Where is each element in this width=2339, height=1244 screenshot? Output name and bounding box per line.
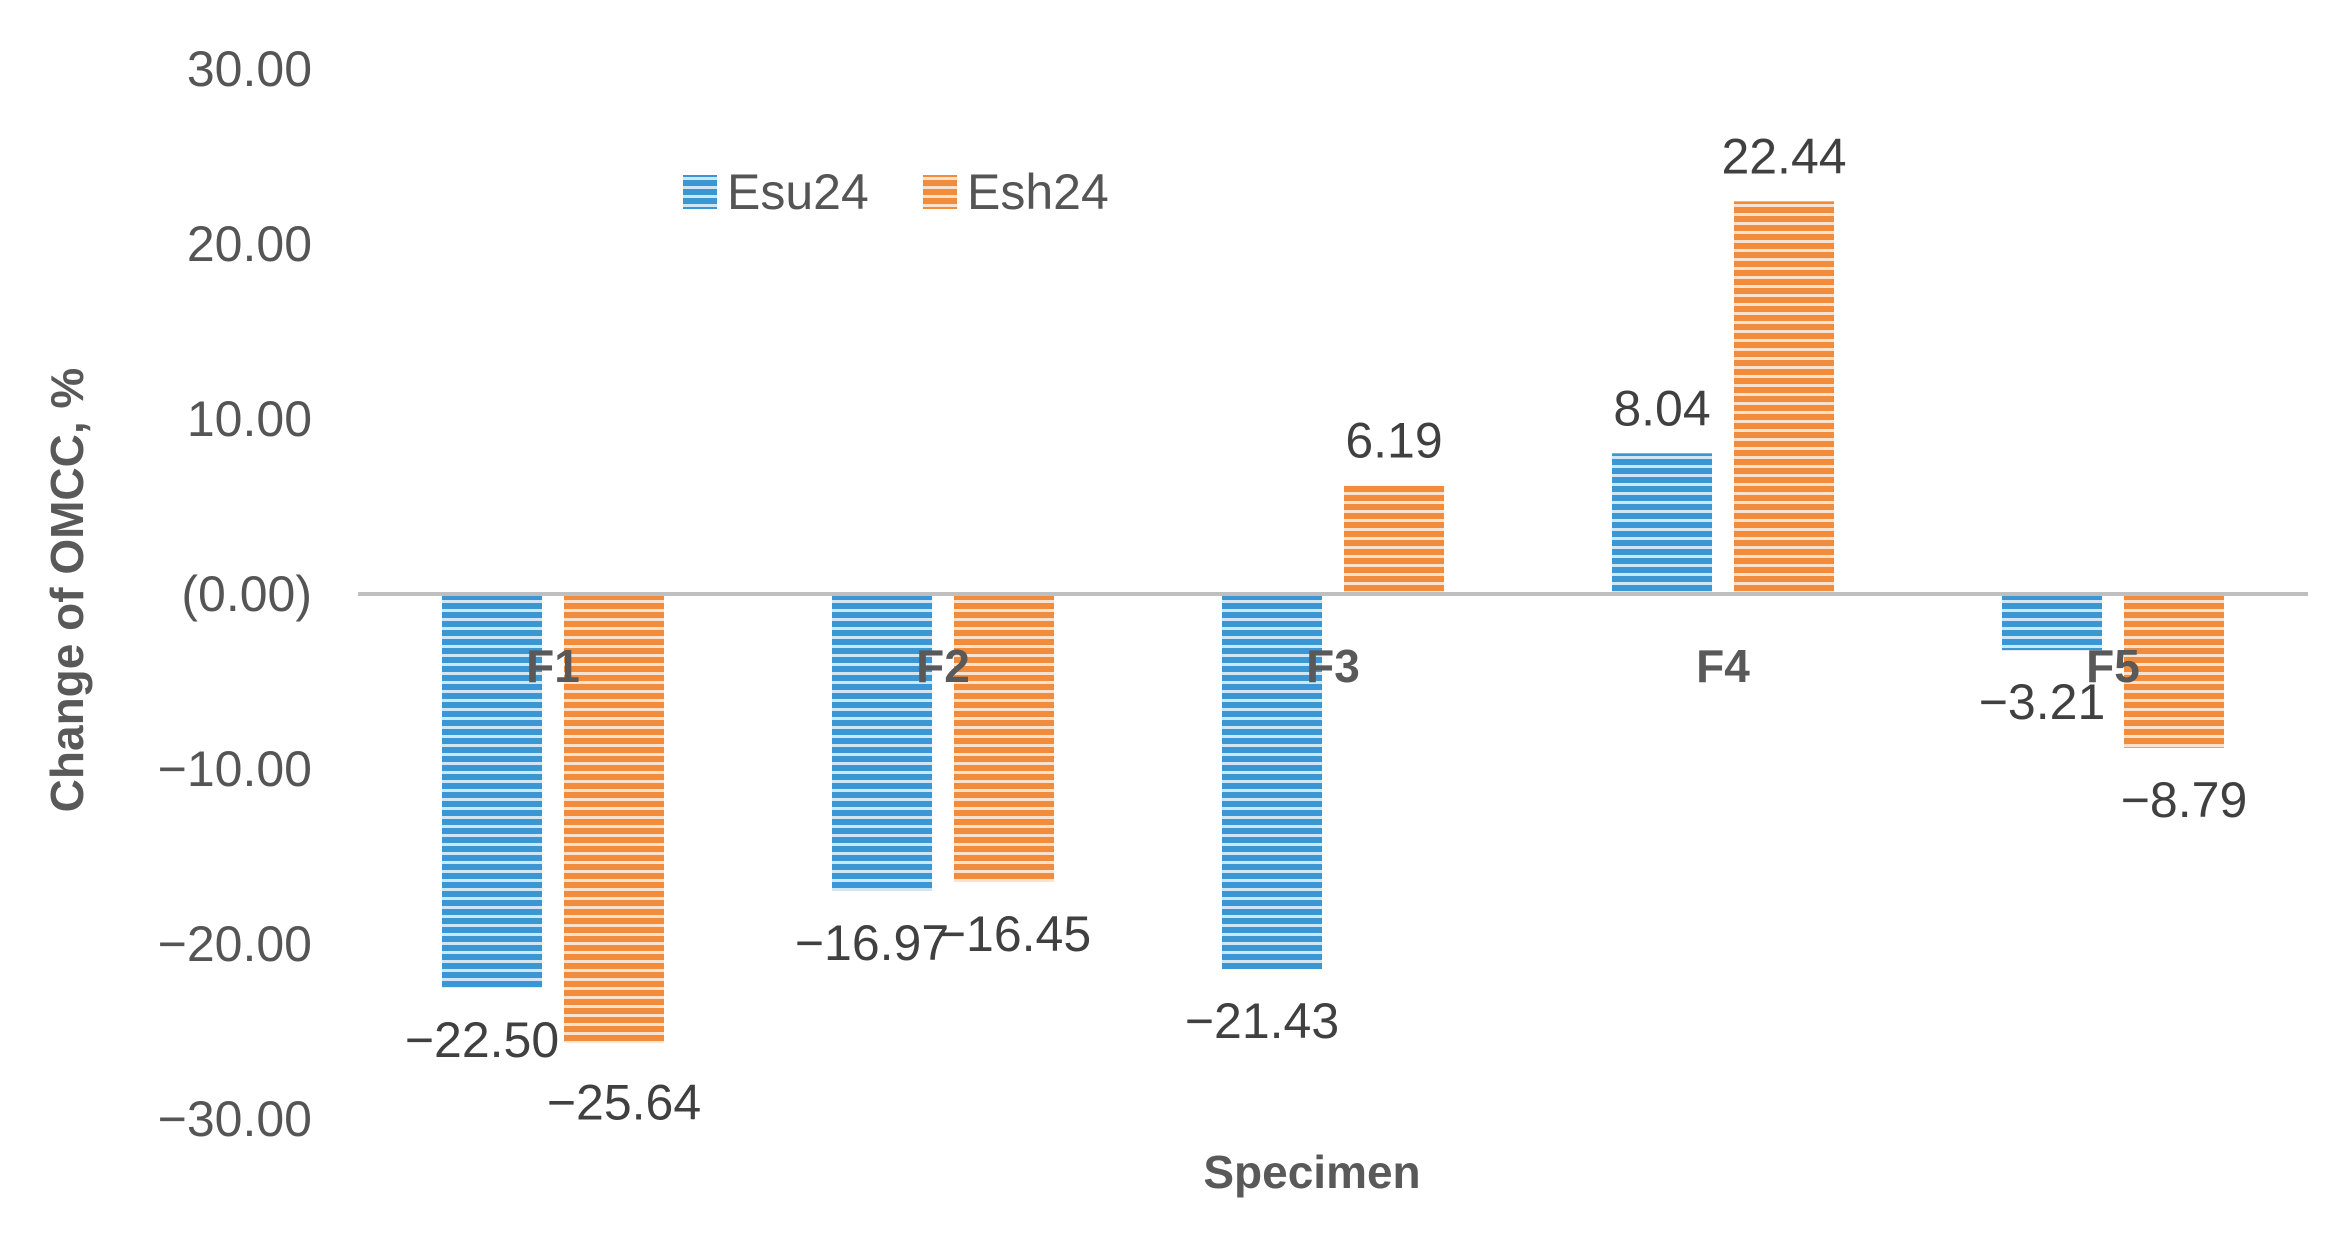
data-label-esh24-f5: −8.79 bbox=[2121, 772, 2248, 828]
category-labels: F1 F2 F3 F4 F5 bbox=[526, 640, 2140, 692]
y-tick-label: −30.00 bbox=[158, 1091, 312, 1147]
bar-esh24-f4 bbox=[1734, 201, 1834, 595]
y-tick-label: 20.00 bbox=[187, 216, 312, 272]
data-label-esu24-f1: −22.50 bbox=[405, 1012, 559, 1068]
bar-esu24-f2 bbox=[832, 594, 932, 891]
data-label-esh24-f4: 22.44 bbox=[1721, 128, 1846, 184]
data-label-esu24-f3: −21.43 bbox=[1185, 993, 1339, 1049]
legend-label-esh24: Esh24 bbox=[967, 164, 1109, 220]
category-label: F5 bbox=[2086, 640, 2140, 692]
category-label: F1 bbox=[526, 640, 580, 692]
y-axis-title: Change of OMCC, % bbox=[41, 368, 93, 813]
y-tick-label: −10.00 bbox=[158, 741, 312, 797]
category-label: F3 bbox=[1306, 640, 1360, 692]
legend-swatch-esu24 bbox=[683, 175, 717, 209]
bar-esh24-f5 bbox=[2124, 594, 2224, 748]
y-axis-ticks: 30.00 20.00 10.00 (0.00) −10.00 −20.00 −30.00 bbox=[158, 41, 312, 1147]
bar-esh24-f3 bbox=[1344, 485, 1444, 594]
data-label-esu24-f4: 8.04 bbox=[1613, 380, 1710, 436]
bar-esu24-f4 bbox=[1612, 453, 1712, 594]
data-label-esu24-f2: −16.97 bbox=[795, 915, 949, 971]
legend-swatch-esh24 bbox=[923, 175, 957, 209]
bar-esu24-f3 bbox=[1222, 594, 1322, 970]
bars bbox=[442, 201, 2224, 1043]
bar-esu24-f5 bbox=[2002, 594, 2102, 651]
bar-esh24-f1 bbox=[564, 594, 664, 1043]
data-label-esh24-f1: −25.64 bbox=[547, 1075, 701, 1131]
data-label-esh24-f3: 6.19 bbox=[1345, 413, 1442, 469]
data-labels: −22.50 −25.64 −16.97−16.45 −21.43 6.19 8.04 22… bbox=[405, 128, 2247, 1130]
legend-label-esu24: Esu24 bbox=[727, 164, 869, 220]
y-tick-label: 10.00 bbox=[187, 391, 312, 447]
category-label: F2 bbox=[916, 640, 970, 692]
bar-esh24-f2 bbox=[954, 594, 1054, 882]
x-axis-title: Specimen bbox=[1203, 1146, 1420, 1198]
category-label: F4 bbox=[1696, 640, 1750, 692]
y-tick-label: 30.00 bbox=[187, 41, 312, 97]
legend: Esu24 Esh24 bbox=[683, 164, 1109, 220]
bar-esu24-f1 bbox=[442, 594, 542, 988]
y-tick-label: −20.00 bbox=[158, 916, 312, 972]
y-tick-label: (0.00) bbox=[181, 566, 312, 622]
data-label-esh24-f2: −16.45 bbox=[937, 906, 1091, 962]
data-label-esu24-f5: −3.21 bbox=[1979, 674, 2106, 730]
